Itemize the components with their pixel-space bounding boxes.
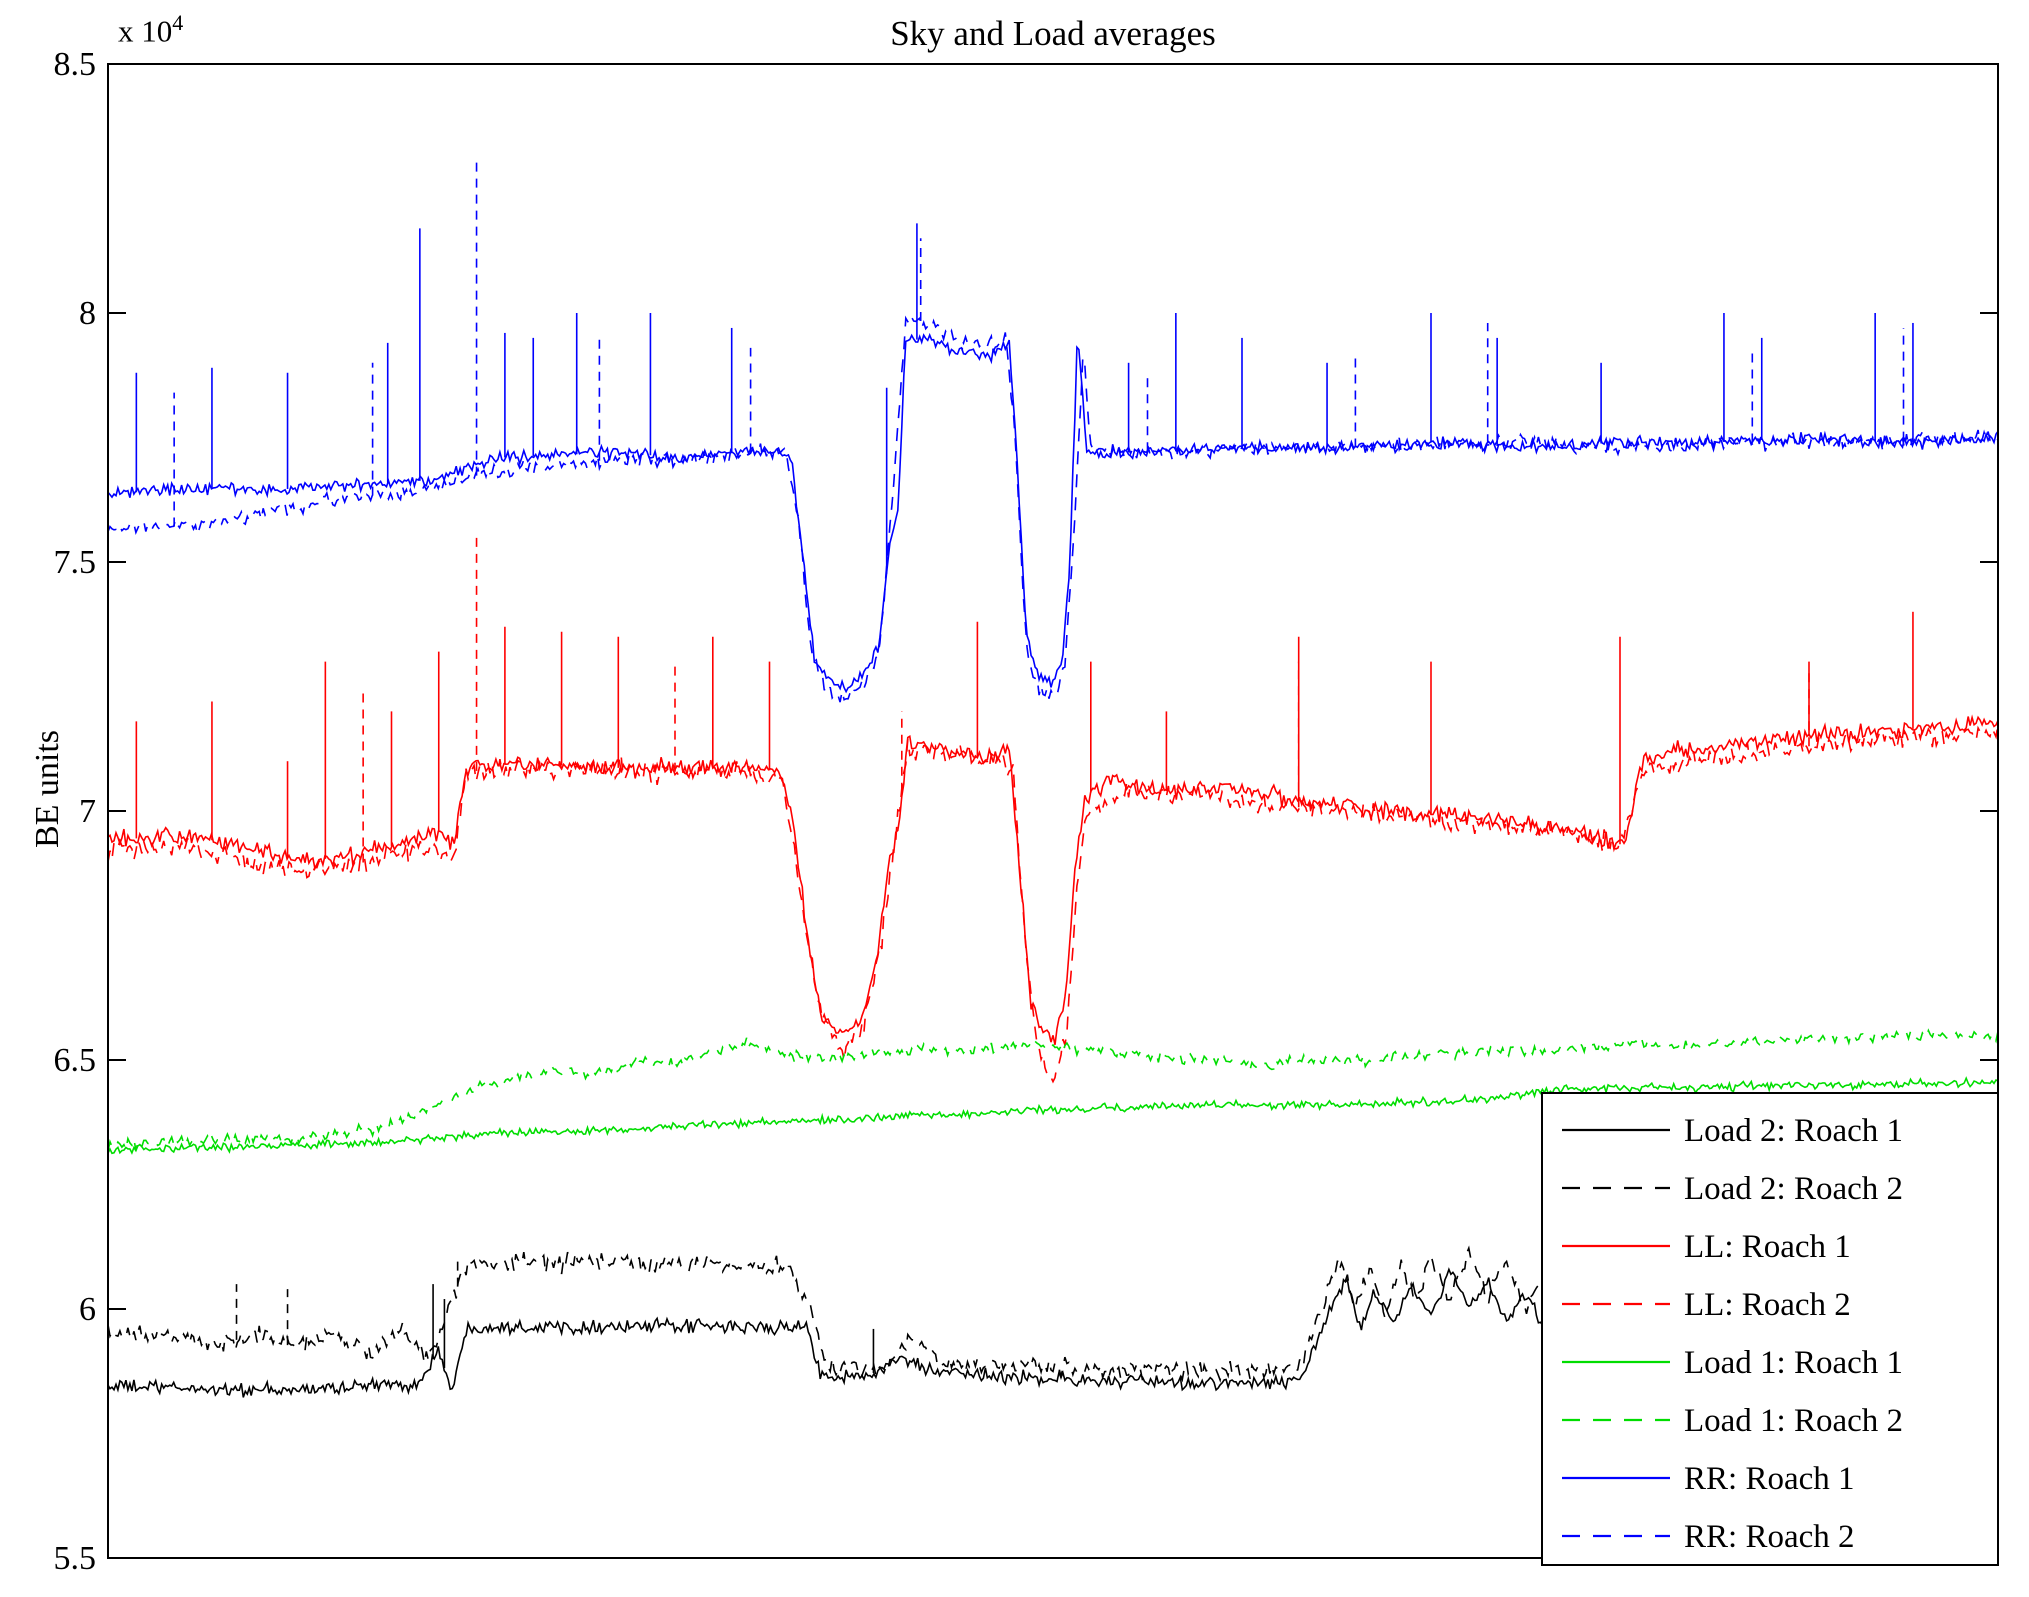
legend-entry-label[interactable]: RR: Roach 2 [1684, 1519, 1855, 1555]
y-tick-label: 6 [79, 1291, 96, 1328]
series-line-8 [107, 315, 1999, 703]
y-tick-label: 5.5 [54, 1540, 97, 1577]
legend-entry-label[interactable]: LL: Roach 1 [1684, 1229, 1851, 1265]
y-axis-exponent-label: x 104 [118, 10, 184, 49]
legend-entry-label[interactable]: Load 2: Roach 2 [1684, 1171, 1903, 1207]
series-line-3 [107, 714, 1999, 1045]
legend-entry-label[interactable]: Load 1: Roach 1 [1684, 1345, 1903, 1381]
y-tick-label: 8 [79, 295, 96, 332]
series-line-2 [107, 1245, 1999, 1383]
y-tick-label: 7.5 [54, 544, 97, 581]
legend-entry-label[interactable]: Load 1: Roach 2 [1684, 1403, 1903, 1439]
legend-entry-label[interactable]: RR: Roach 1 [1684, 1461, 1855, 1497]
y-tick-label: 6.5 [54, 1042, 97, 1079]
y-axis-label: BE units [29, 729, 66, 849]
legend-entry-label[interactable]: Load 2: Roach 1 [1684, 1113, 1903, 1149]
chart-title: Sky and Load averages [890, 14, 1216, 53]
legend-box [1541, 1092, 1999, 1566]
y-tick-label: 8.5 [54, 46, 97, 83]
series-line-7 [107, 332, 1999, 694]
series-line-6 [107, 1028, 1999, 1153]
series-line-4 [107, 724, 1999, 1084]
legend-entry-label[interactable]: LL: Roach 2 [1684, 1287, 1851, 1323]
y-tick-label: 7 [79, 793, 96, 830]
series-line-5 [107, 1076, 1999, 1155]
